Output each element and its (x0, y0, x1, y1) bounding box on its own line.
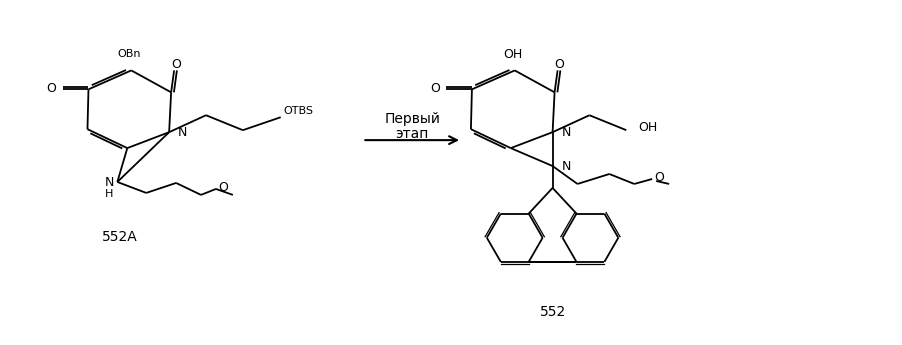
Text: OTBS: OTBS (283, 106, 314, 116)
Text: N: N (562, 126, 571, 139)
Text: O: O (218, 181, 228, 195)
Text: N: N (105, 176, 115, 189)
Text: O: O (654, 171, 664, 185)
Text: OBn: OBn (117, 49, 141, 59)
Text: 552A: 552A (101, 230, 137, 244)
Text: OH: OH (639, 121, 658, 134)
Text: O: O (171, 58, 181, 71)
Text: 552: 552 (539, 305, 566, 319)
Text: этап: этап (395, 127, 428, 141)
Text: OH: OH (503, 48, 522, 61)
Text: O: O (47, 82, 57, 95)
Text: O: O (430, 82, 440, 95)
Text: Первый: Первый (384, 112, 440, 126)
Text: N: N (562, 159, 571, 172)
Text: O: O (555, 58, 565, 71)
Text: N: N (178, 126, 188, 139)
Text: H: H (106, 189, 114, 199)
